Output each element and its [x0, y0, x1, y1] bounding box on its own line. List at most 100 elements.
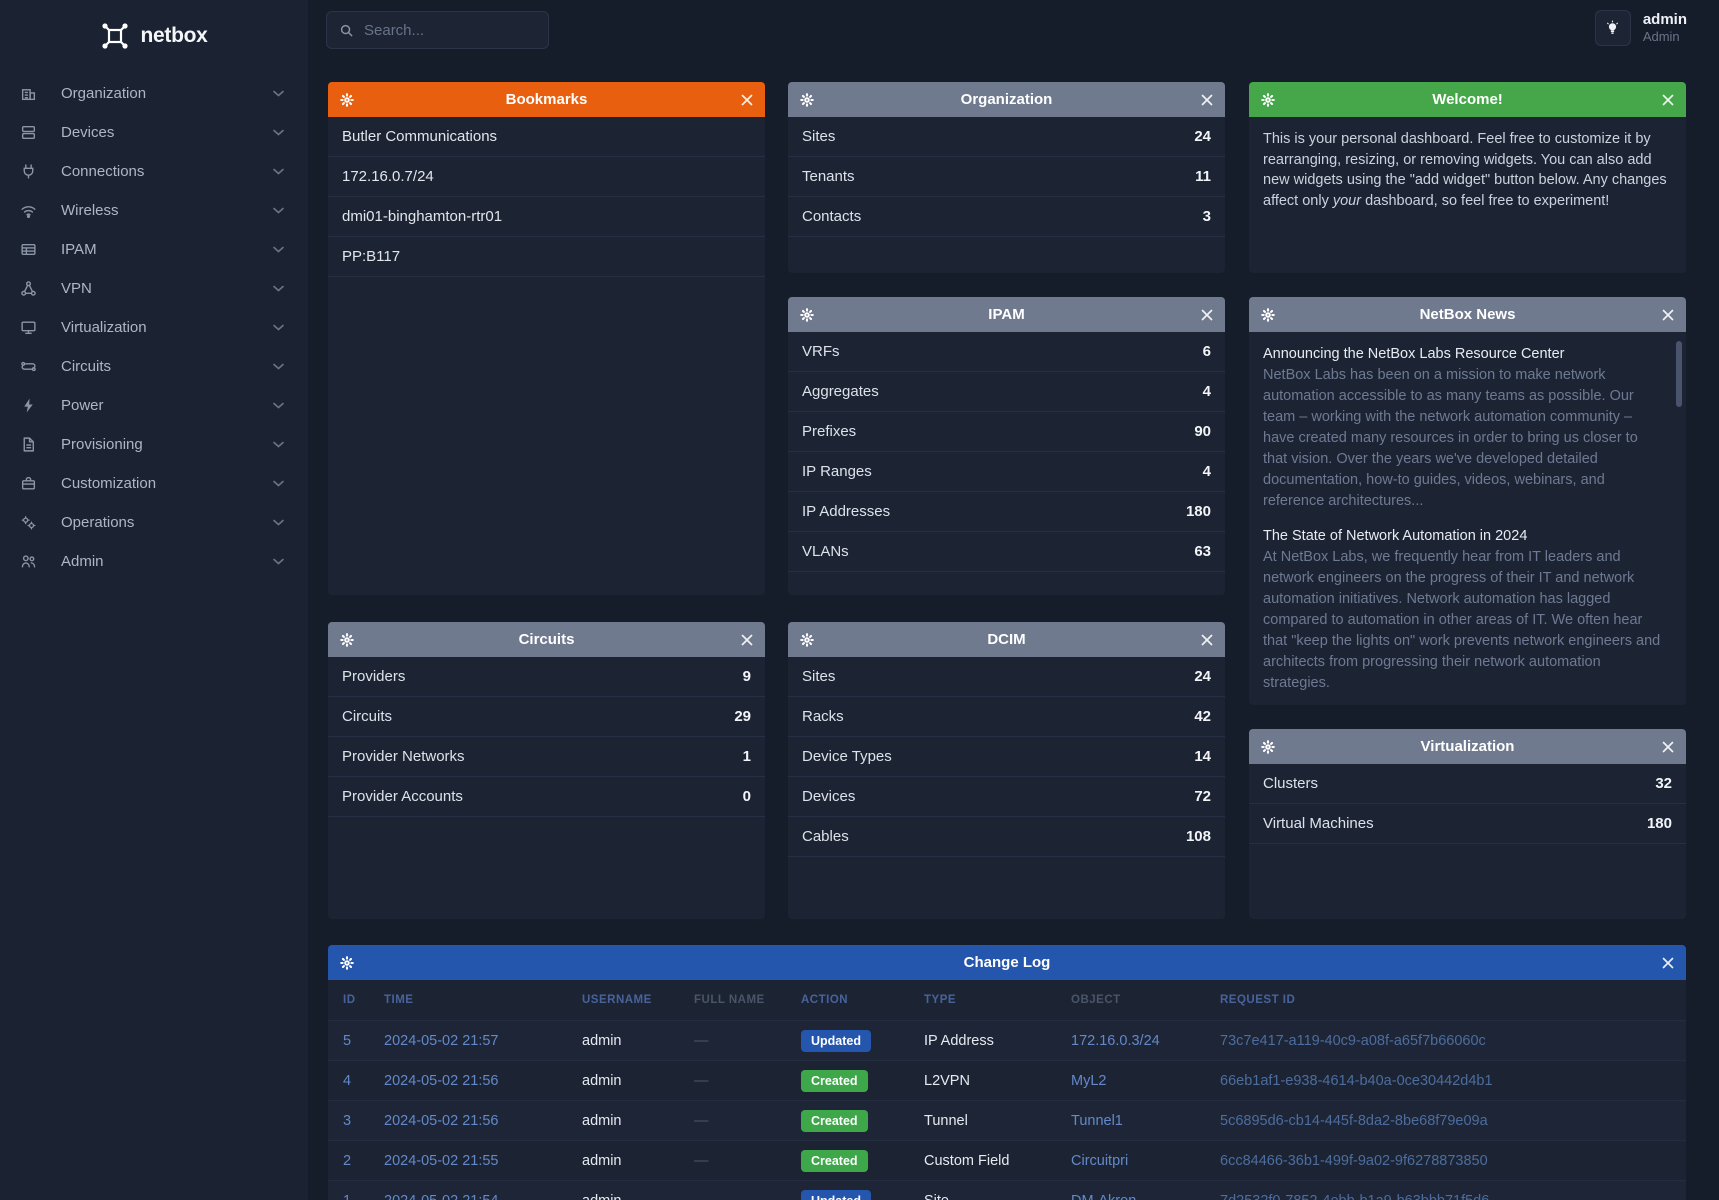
stat-row[interactable]: Provider Accounts 0	[328, 777, 765, 817]
stat-row[interactable]: Tenants 11	[788, 157, 1225, 197]
column-header-action[interactable]: ACTION	[801, 994, 849, 1006]
news-scrollbar[interactable]	[1676, 341, 1682, 407]
sidebar-item-devices[interactable]: Devices	[0, 113, 308, 152]
change-request-id-link[interactable]: 5c6895d6-cb14-445f-8da2-8be68f79e09a	[1220, 1112, 1488, 1129]
bookmark-item[interactable]: dmi01-binghamton-rtr01	[328, 197, 765, 237]
change-id-link[interactable]: 1	[343, 1193, 384, 1200]
change-time-link[interactable]: 2024-05-02 21:56	[384, 1112, 499, 1129]
change-request-id-link[interactable]: 66eb1af1-e938-4614-b40a-0ce30442d4b1	[1220, 1072, 1493, 1089]
change-request-id-link[interactable]: 6cc84466-36b1-499f-9a02-9f6278873850	[1220, 1152, 1488, 1169]
change-id-link[interactable]: 2	[343, 1152, 352, 1169]
change-time-link[interactable]: 2024-05-02 21:55	[384, 1152, 499, 1169]
change-time-link[interactable]: 2024-05-02 21:57	[384, 1032, 499, 1049]
sidebar-item-admin[interactable]: Admin	[0, 542, 308, 581]
stat-row[interactable]: Device Types 14	[788, 737, 1225, 777]
gear-icon[interactable]	[1261, 92, 1277, 107]
close-icon[interactable]	[1197, 634, 1213, 646]
search-input[interactable]	[364, 21, 524, 39]
bookmark-label: 172.16.0.7/24	[342, 168, 434, 185]
stat-row[interactable]: Circuits 29	[328, 697, 765, 737]
bookmark-item[interactable]: PP:B117	[328, 237, 765, 277]
search-box[interactable]	[326, 11, 549, 49]
stat-row[interactable]: Prefixes 90	[788, 412, 1225, 452]
gear-icon[interactable]	[340, 955, 356, 970]
close-icon[interactable]	[1197, 309, 1213, 321]
change-id-link[interactable]: 4	[343, 1072, 352, 1089]
stat-row[interactable]: Devices 72	[788, 777, 1225, 817]
stat-row[interactable]: Provider Networks 1	[328, 737, 765, 777]
theme-toggle-button[interactable]	[1594, 10, 1631, 46]
change-request-id-link[interactable]: 73c7e417-a119-40c9-a08f-a65f7b66060c	[1220, 1032, 1486, 1049]
sidebar-item-organization[interactable]: Organization	[0, 74, 308, 113]
widget-header: Change Log	[328, 945, 1686, 980]
stat-row[interactable]: Virtual Machines 180	[1249, 804, 1686, 844]
sidebar-item-connections[interactable]: Connections	[0, 152, 308, 191]
stat-row[interactable]: Clusters 32	[1249, 764, 1686, 804]
action-badge[interactable]: Created	[801, 1069, 868, 1092]
gear-icon[interactable]	[1261, 739, 1277, 754]
stat-row[interactable]: Cables 108	[788, 817, 1225, 857]
column-header-time[interactable]: TIME	[384, 994, 414, 1006]
sidebar-item-power[interactable]: Power	[0, 386, 308, 425]
stat-row[interactable]: IP Ranges 4	[788, 452, 1225, 492]
stat-row[interactable]: VRFs 6	[788, 332, 1225, 372]
news-article-title[interactable]: The State of Network Automation in 2024	[1263, 528, 1528, 545]
sidebar-item-ipam[interactable]: IPAM	[0, 230, 308, 269]
sidebar-item-provisioning[interactable]: Provisioning	[0, 425, 308, 464]
change-time-link[interactable]: 2024-05-02 21:56	[384, 1072, 499, 1089]
stat-row[interactable]: Aggregates 4	[788, 372, 1225, 412]
column-header-request-id[interactable]: REQUEST ID	[1220, 994, 1296, 1006]
netbox-logo[interactable]: netbox	[0, 0, 308, 56]
change-object-link[interactable]: MyL2	[1071, 1072, 1107, 1089]
change-id-link[interactable]: 5	[343, 1032, 352, 1049]
stat-row[interactable]: Sites 24	[788, 657, 1225, 697]
close-icon[interactable]	[1658, 741, 1674, 753]
change-object-link[interactable]: 172.16.0.3/24	[1071, 1032, 1160, 1049]
column-header-id[interactable]: ID	[343, 994, 356, 1006]
sidebar-item-wireless[interactable]: Wireless	[0, 191, 308, 230]
news-article-title[interactable]: Announcing the NetBox Labs Resource Cent…	[1263, 346, 1565, 362]
sidebar-item-vpn[interactable]: VPN	[0, 269, 308, 308]
stat-row[interactable]: Sites 24	[788, 117, 1225, 157]
column-header-type[interactable]: TYPE	[924, 994, 957, 1006]
action-badge[interactable]: Created	[801, 1149, 868, 1172]
close-icon[interactable]	[1658, 309, 1674, 321]
bookmark-item[interactable]: Butler Communications	[328, 117, 765, 157]
gear-icon[interactable]	[800, 632, 816, 647]
change-object-link[interactable]: DM-Akron	[1071, 1193, 1220, 1200]
user-info[interactable]: admin Admin	[1643, 11, 1687, 45]
change-id-link[interactable]: 3	[343, 1112, 352, 1129]
gear-icon[interactable]	[340, 92, 356, 107]
close-icon[interactable]	[1658, 94, 1674, 106]
gear-icon[interactable]	[1261, 307, 1277, 322]
change-request-id-link[interactable]: 7d2532f0-7852-4ebb-b1a9-b63bbb71f5d6	[1220, 1193, 1686, 1200]
sidebar-item-customization[interactable]: Customization	[0, 464, 308, 503]
action-badge[interactable]: Updated	[801, 1029, 871, 1052]
stat-row[interactable]: VLANs 63	[788, 532, 1225, 572]
stat-row[interactable]: Providers 9	[328, 657, 765, 697]
transfer-icon	[20, 358, 46, 375]
change-object-link[interactable]: Circuitpri	[1071, 1152, 1129, 1169]
close-icon[interactable]	[1197, 94, 1213, 106]
close-icon[interactable]	[737, 634, 753, 646]
stat-row[interactable]: Contacts 3	[788, 197, 1225, 237]
stat-value: 0	[742, 788, 751, 805]
action-badge[interactable]: Updated	[801, 1189, 871, 1200]
sidebar-item-operations[interactable]: Operations	[0, 503, 308, 542]
close-icon[interactable]	[1658, 957, 1674, 969]
close-icon[interactable]	[737, 94, 753, 106]
change-time-link[interactable]: 2024-05-02 21:54	[384, 1193, 582, 1200]
change-object-link[interactable]: Tunnel1	[1071, 1112, 1123, 1129]
sidebar-item-circuits[interactable]: Circuits	[0, 347, 308, 386]
chevron-down-icon	[273, 129, 284, 136]
gear-icon[interactable]	[800, 307, 816, 322]
gear-icon[interactable]	[800, 92, 816, 107]
sidebar-item-virtualization[interactable]: Virtualization	[0, 308, 308, 347]
bookmark-item[interactable]: 172.16.0.7/24	[328, 157, 765, 197]
column-header-username[interactable]: USERNAME	[582, 994, 652, 1006]
stat-row[interactable]: Racks 42	[788, 697, 1225, 737]
stat-row[interactable]: IP Addresses 180	[788, 492, 1225, 532]
action-badge[interactable]: Created	[801, 1109, 868, 1132]
gear-icon[interactable]	[340, 632, 356, 647]
briefcase-icon	[20, 475, 46, 492]
